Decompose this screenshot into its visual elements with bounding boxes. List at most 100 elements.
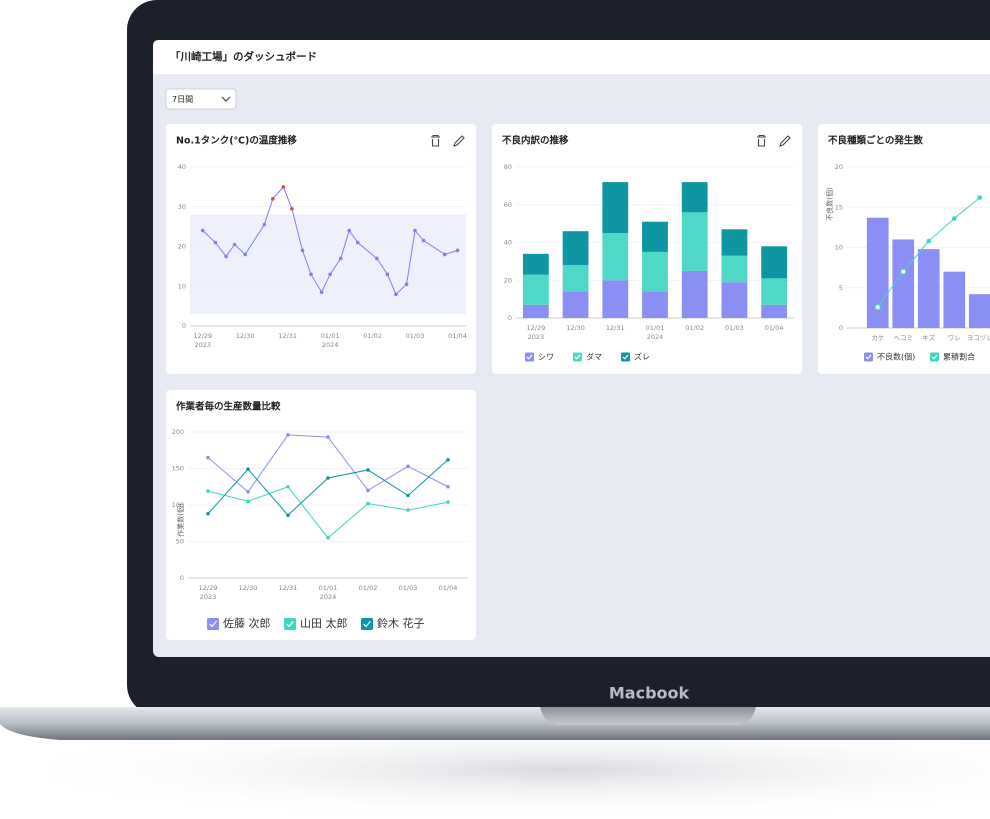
y-tick-label: 10 — [835, 244, 843, 252]
y-tick-label: 40 — [504, 239, 512, 247]
point — [286, 433, 290, 437]
point — [355, 240, 360, 245]
point — [446, 484, 450, 489]
x-tick-label: ワレ — [948, 334, 961, 342]
legend-check — [865, 354, 872, 360]
legend-swatch[interactable] — [930, 352, 939, 362]
bar — [602, 233, 629, 281]
header-bar — [153, 40, 990, 74]
legend-swatch[interactable] — [573, 352, 582, 362]
device-label: Macbook — [609, 684, 690, 703]
laptop-base — [0, 707, 990, 740]
point — [900, 268, 907, 275]
bar — [761, 278, 788, 305]
bar — [892, 239, 915, 328]
point — [375, 256, 379, 261]
point — [455, 248, 460, 253]
legend-label: 鈴木 花子 — [377, 616, 425, 630]
x-tick-label: 12/29 — [193, 332, 212, 340]
point — [421, 238, 426, 243]
point — [406, 493, 410, 498]
point — [926, 238, 932, 244]
point — [224, 254, 228, 259]
chart-title: 不良種類ごとの発生数 — [828, 135, 923, 147]
x-year-label: 2024 — [320, 593, 337, 601]
point — [246, 499, 250, 504]
x-tick-label: 01/04 — [448, 332, 467, 340]
y-tick-label: 20 — [835, 163, 843, 171]
delete-icon[interactable] — [431, 134, 440, 147]
x-tick-label: 12/31 — [606, 324, 625, 332]
legend-swatch[interactable] — [864, 352, 873, 362]
edit-icon[interactable] — [779, 135, 791, 147]
point — [366, 488, 370, 493]
line — [202, 185, 458, 296]
legend-swatch[interactable] — [621, 352, 630, 362]
legend-label: ズレ — [634, 352, 650, 362]
point — [394, 292, 398, 296]
point — [326, 435, 330, 439]
bar — [761, 246, 788, 279]
legend-swatch[interactable] — [207, 618, 219, 630]
y-axis-label: 不良数(個) — [825, 187, 834, 221]
y-tick-label: 20 — [504, 276, 512, 284]
legend-swatch[interactable] — [361, 618, 373, 630]
bar — [602, 182, 629, 234]
y-tick-label: 0 — [182, 322, 186, 330]
x-tick-label: 12/31 — [279, 584, 298, 592]
bar — [522, 253, 549, 275]
point — [206, 511, 210, 516]
point — [326, 476, 330, 480]
edit-icon[interactable] — [453, 135, 465, 147]
legend-swatch[interactable] — [284, 618, 296, 630]
bar — [642, 291, 668, 318]
bar — [642, 251, 668, 292]
point — [271, 197, 275, 201]
point — [206, 489, 210, 493]
point — [300, 248, 305, 253]
bar — [681, 182, 708, 213]
bar — [761, 304, 788, 318]
x-year-label: 2024 — [647, 333, 664, 341]
y-tick-label: 10 — [178, 282, 186, 290]
legend-label: 不良数(個) — [877, 352, 915, 362]
point — [286, 484, 290, 489]
x-year-label: 2024 — [322, 341, 339, 349]
y-tick-label: 200 — [172, 428, 184, 436]
legend-check — [209, 620, 217, 628]
bar — [943, 271, 966, 328]
x-tick-label: 01/01 — [321, 332, 340, 340]
y-axis-label: 作業数(個) — [176, 503, 185, 537]
point — [404, 282, 409, 287]
x-tick-label: 12/30 — [239, 584, 258, 592]
point — [347, 228, 352, 233]
point — [246, 490, 250, 494]
chart-title: No.1タンク(℃)の温度推移 — [176, 135, 297, 147]
legend-label: ダマ — [586, 352, 602, 362]
filter-dropdown[interactable] — [165, 88, 237, 110]
panel-bg — [166, 390, 476, 640]
point — [286, 513, 290, 518]
point — [213, 240, 218, 245]
x-tick-label: 01/04 — [439, 584, 458, 592]
x-year-label: 2023 — [528, 333, 545, 341]
legend-check — [363, 620, 371, 628]
bar — [642, 221, 668, 252]
legend-swatch[interactable] — [525, 352, 534, 362]
point — [290, 206, 294, 211]
bar — [917, 249, 940, 328]
bar — [522, 274, 549, 305]
filter-label: 7日間 — [172, 95, 193, 104]
chart-title: 不良内訳の推移 — [502, 135, 569, 147]
point — [406, 464, 410, 469]
y-tick-label: 30 — [178, 203, 186, 211]
x-tick-label: 01/03 — [399, 584, 418, 592]
legend-label: 山田 太郎 — [300, 616, 348, 630]
header-title: 「川崎工場」のダッシュボード — [170, 50, 317, 63]
point — [977, 195, 983, 200]
delete-icon[interactable] — [757, 134, 766, 147]
y-tick-label: 150 — [172, 465, 184, 473]
y-tick-label: 20 — [178, 243, 186, 251]
legend-check — [286, 620, 294, 628]
